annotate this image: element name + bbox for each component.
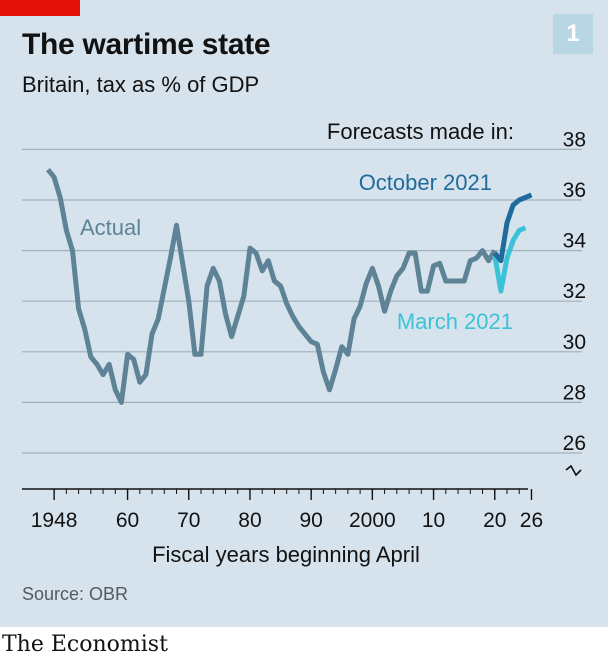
- y-tick-label: 26: [563, 432, 586, 455]
- series-line-october-2021: [492, 192, 533, 264]
- x-tick-label: 26: [520, 509, 543, 532]
- annotation-actual: Actual: [80, 215, 141, 240]
- x-tick-label: 20: [483, 509, 506, 532]
- chart-panel: [0, 0, 608, 627]
- line-chart: 26 28 30 32 34 36 38 1948 60 70 80 90 2000 10 20 26 Fis…: [22, 119, 587, 567]
- x-axis-title: Fiscal years beginning April: [152, 542, 420, 567]
- chart-title: The wartime state: [22, 28, 271, 61]
- source-note: Source: OBR: [22, 584, 129, 604]
- axis-break-icon: [565, 464, 582, 477]
- y-tick-label: 28: [563, 381, 586, 404]
- x-tick-label: 60: [116, 509, 139, 532]
- series-line-march-2021: [492, 225, 527, 294]
- x-tick-label: 10: [422, 509, 445, 532]
- y-tick-label: 34: [563, 230, 587, 253]
- chart-number-badge: 1: [553, 14, 593, 54]
- y-tick-label: 30: [563, 331, 586, 354]
- series-line-actual: [46, 168, 497, 405]
- y-tick-label: 36: [563, 179, 586, 202]
- annotation-october-2021: October 2021: [359, 170, 492, 195]
- x-tick-label: 70: [177, 509, 200, 532]
- annotation-march-2021: March 2021: [397, 309, 513, 334]
- x-tick-label: 90: [299, 509, 322, 532]
- x-tick-label: 2000: [349, 509, 396, 532]
- brand-red-tag: [0, 0, 80, 16]
- y-tick-label: 38: [563, 128, 586, 151]
- x-tick-label: 80: [238, 509, 261, 532]
- economist-logo: The Economist: [2, 632, 168, 657]
- legend-title: Forecasts made in:: [327, 119, 514, 144]
- chart-subtitle: Britain, tax as % of GDP: [22, 72, 260, 97]
- x-tick-label: 1948: [31, 509, 78, 532]
- y-tick-label: 32: [563, 280, 586, 303]
